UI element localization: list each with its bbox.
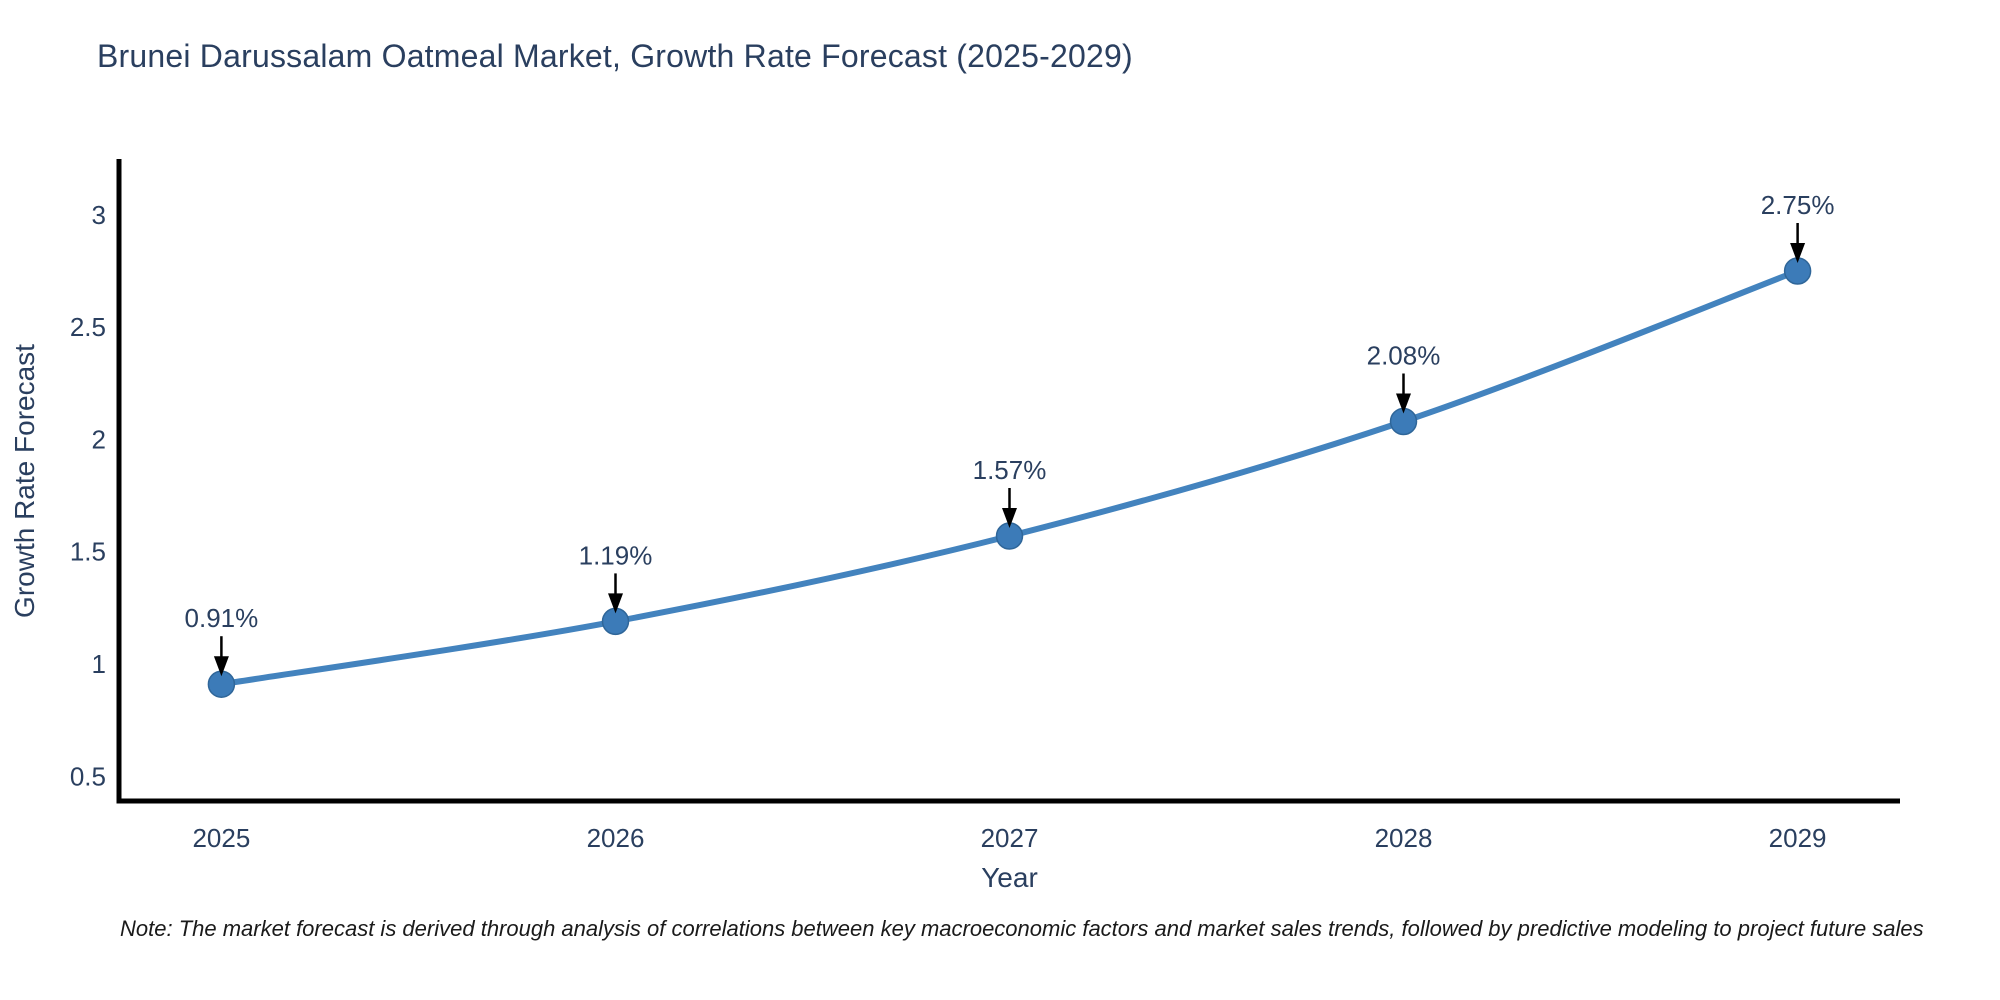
y-tick-label: 2 <box>92 425 106 455</box>
annotation-arrowhead-icon <box>1002 508 1017 528</box>
x-tick-label: 2027 <box>981 823 1039 853</box>
x-tick-label: 2028 <box>1375 823 1433 853</box>
chart-title: Brunei Darussalam Oatmeal Market, Growth… <box>97 38 1133 74</box>
y-tick-label: 1.5 <box>70 537 106 567</box>
x-axis-title: Year <box>981 862 1038 893</box>
x-tick-label: 2026 <box>587 823 645 853</box>
y-tick-label: 3 <box>92 200 106 230</box>
y-tick-label: 1 <box>92 649 106 679</box>
x-tick-label: 2025 <box>192 823 250 853</box>
footnote: Note: The market forecast is derived thr… <box>120 916 1924 941</box>
point-value-label: 2.08% <box>1367 341 1441 371</box>
point-value-label: 1.19% <box>579 540 653 570</box>
annotation-arrowhead-icon <box>608 593 623 614</box>
annotation-arrowhead-icon <box>213 656 229 677</box>
annotation-arrowhead-icon <box>1790 243 1806 263</box>
y-tick-label: 2.5 <box>70 312 106 342</box>
annotation-arrowhead-icon <box>1396 393 1411 414</box>
point-value-label: 2.75% <box>1761 190 1835 220</box>
point-value-label: 1.57% <box>973 455 1047 485</box>
point-value-label: 0.91% <box>185 603 259 633</box>
y-tick-label: 0.5 <box>70 761 106 791</box>
x-tick-label: 2029 <box>1769 823 1827 853</box>
y-axis-title: Growth Rate Forecast <box>9 344 40 618</box>
